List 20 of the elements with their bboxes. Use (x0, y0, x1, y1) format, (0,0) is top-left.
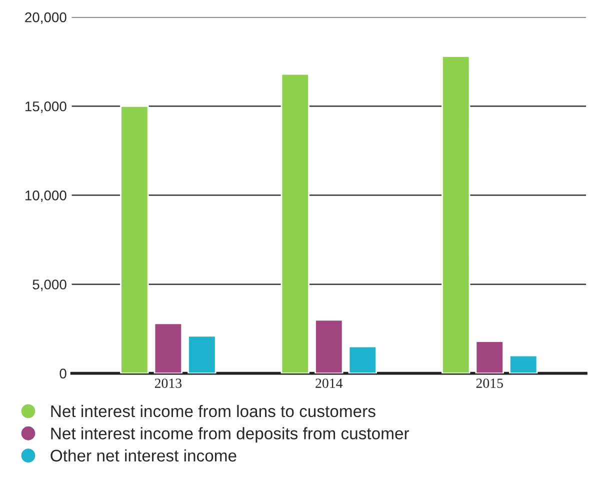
legend-label: Other net interest income (50, 449, 236, 462)
bar (348, 346, 378, 374)
y-tick-label: 0 (60, 368, 66, 378)
x-tick-label: 2014 (316, 378, 343, 388)
bar (154, 322, 183, 374)
bar (188, 335, 216, 374)
x-tick-label: 2015 (476, 378, 503, 388)
bar (475, 340, 504, 374)
y-tick-label: 5,000 (32, 280, 66, 292)
x-tick-label: 2013 (154, 378, 182, 388)
legend-label: Net interest income from loans to customers (51, 404, 376, 418)
y-tick-label: 15,000 (25, 101, 66, 113)
bar (120, 105, 149, 374)
y-tick-label: 10,000 (25, 190, 66, 202)
bar (509, 354, 538, 374)
bar (280, 73, 310, 374)
y-tick-label: 20,000 (25, 12, 66, 24)
bar (314, 319, 344, 374)
bar (442, 56, 470, 374)
legend-label: Net interest income from deposits from customer (51, 427, 410, 443)
